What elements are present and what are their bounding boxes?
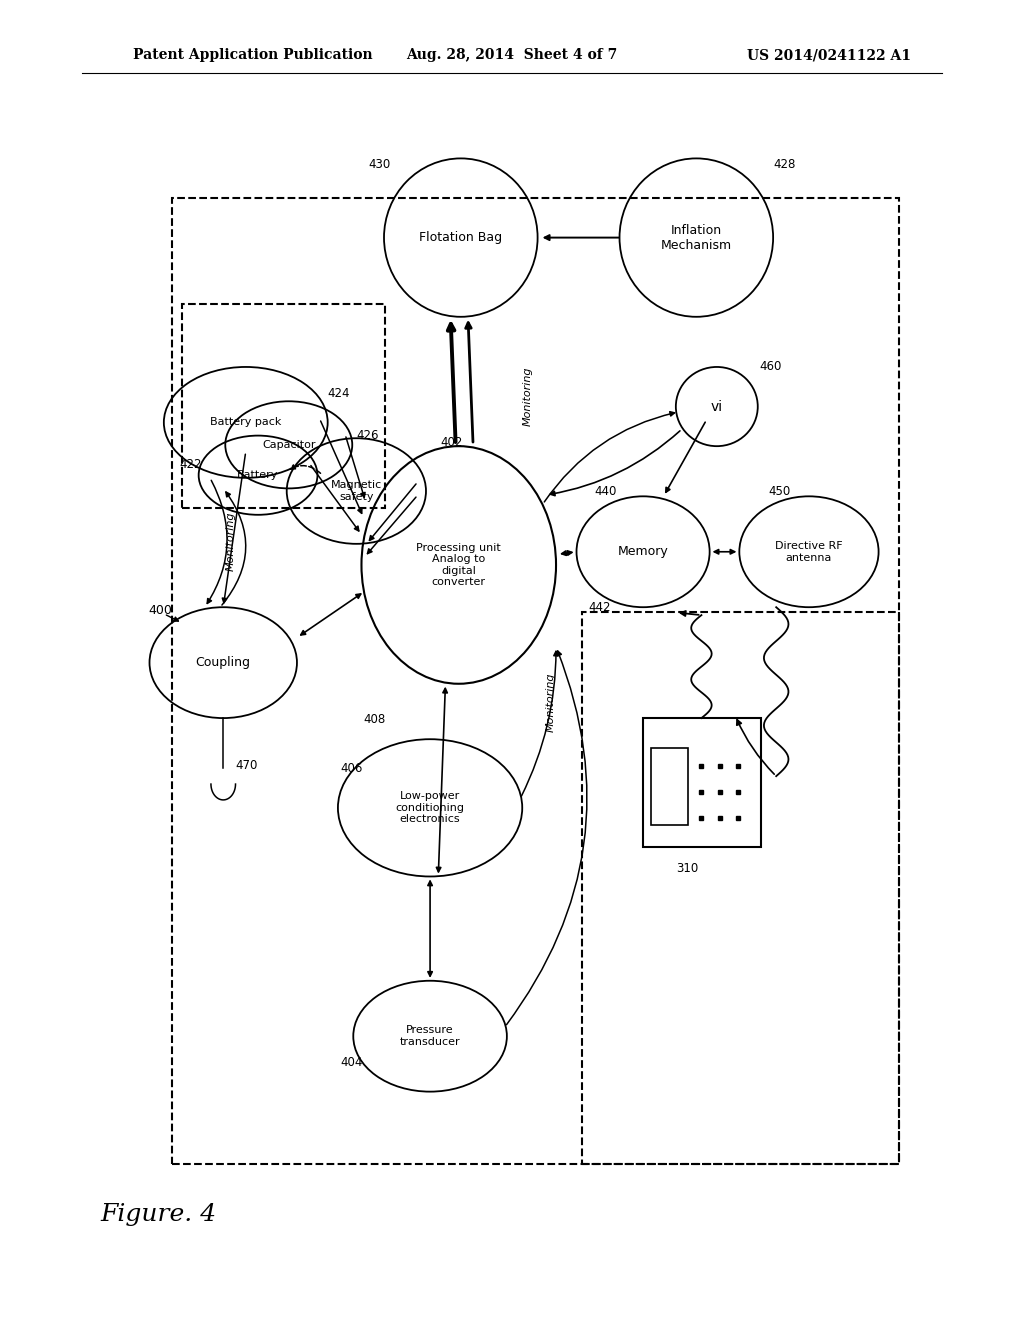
Text: Directive RF
antenna: Directive RF antenna [775,541,843,562]
Text: 450: 450 [768,484,791,498]
Text: Processing unit
Analog to
digital
converter: Processing unit Analog to digital conver… [417,543,501,587]
Text: Monitoring: Monitoring [225,511,236,572]
Text: 430: 430 [369,158,391,172]
Text: Battery pack: Battery pack [210,417,282,428]
Text: 310: 310 [676,862,698,875]
Text: Monitoring: Monitoring [522,366,532,426]
Text: 442: 442 [589,601,611,614]
Text: Aug. 28, 2014  Sheet 4 of 7: Aug. 28, 2014 Sheet 4 of 7 [407,49,617,62]
Text: Magnetic
safety: Magnetic safety [331,480,382,502]
Text: Inflation
Mechanism: Inflation Mechanism [660,223,732,252]
Text: Memory: Memory [617,545,669,558]
Text: 406: 406 [340,762,362,775]
Text: Pressure
transducer: Pressure transducer [399,1026,461,1047]
Text: 424: 424 [328,387,350,400]
Text: 402: 402 [440,436,463,449]
Text: 408: 408 [364,713,386,726]
Text: 400: 400 [148,603,172,616]
Text: 404: 404 [340,1056,362,1069]
Text: Capacitor: Capacitor [262,440,315,450]
Text: 470: 470 [236,759,258,772]
Text: 440: 440 [594,484,616,498]
Text: 428: 428 [773,158,796,172]
Text: Patent Application Publication: Patent Application Publication [133,49,373,62]
Text: 426: 426 [356,429,379,442]
Text: vi: vi [711,400,723,413]
Text: Battery: Battery [238,470,279,480]
Text: Flotation Bag: Flotation Bag [419,231,503,244]
Text: Low-power
conditioning
electronics: Low-power conditioning electronics [395,791,465,825]
Text: Coupling: Coupling [196,656,251,669]
Text: US 2014/0241122 A1: US 2014/0241122 A1 [748,49,911,62]
Text: 460: 460 [760,360,782,374]
Text: 422: 422 [179,458,202,471]
Text: Monitoring: Monitoring [546,672,556,733]
Text: Figure. 4: Figure. 4 [100,1203,216,1226]
